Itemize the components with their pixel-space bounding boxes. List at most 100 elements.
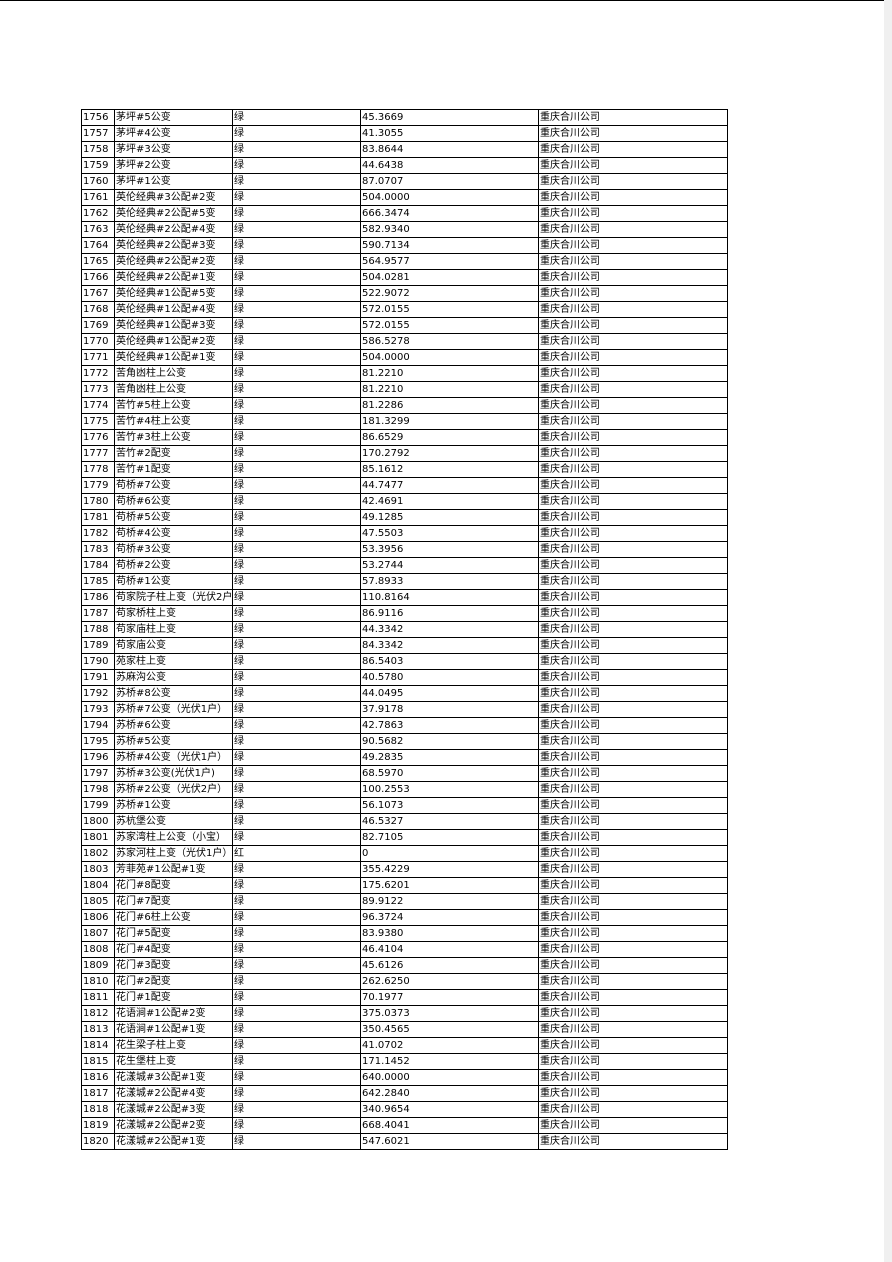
row-number: 1803 xyxy=(81,861,115,878)
station-name: 英伦经典#1公配#3变 xyxy=(114,317,233,334)
company: 重庆合川公司 xyxy=(538,253,728,270)
table-row: 1784 苟桥#2公变绿 53.2744 重庆合川公司 xyxy=(81,557,728,574)
company: 重庆合川公司 xyxy=(538,749,728,766)
station-name: 花漾城#2公配#4变 xyxy=(114,1085,233,1102)
table-row: 1817 花漾城#2公配#4变绿 642.2840 重庆合川公司 xyxy=(81,1085,728,1102)
station-name: 茅坪#1公变 xyxy=(114,173,233,190)
table-row: 1770 英伦经典#1公配#2变绿 586.5278 重庆合川公司 xyxy=(81,333,728,350)
company: 重庆合川公司 xyxy=(538,237,728,254)
company: 重庆合川公司 xyxy=(538,701,728,718)
row-number: 1761 xyxy=(81,189,115,206)
company: 重庆合川公司 xyxy=(538,781,728,798)
station-name: 苏桥#7公变（光伏1户） xyxy=(114,701,233,718)
row-number: 1770 xyxy=(81,333,115,350)
company: 重庆合川公司 xyxy=(538,1085,728,1102)
load-value: 86.9116 xyxy=(360,605,539,622)
station-name: 花漾城#2公配#1变 xyxy=(114,1133,233,1150)
company: 重庆合川公司 xyxy=(538,733,728,750)
company: 重庆合川公司 xyxy=(538,365,728,382)
row-number: 1805 xyxy=(81,893,115,910)
station-name: 花门#3配变 xyxy=(114,957,233,974)
station-name: 苏杭堡公变 xyxy=(114,813,233,830)
row-number: 1777 xyxy=(81,445,115,462)
table-row: 1809 花门#3配变绿 45.6126 重庆合川公司 xyxy=(81,957,728,974)
station-name: 苏桥#3公变(光伏1户) xyxy=(114,765,233,782)
company: 重庆合川公司 xyxy=(538,493,728,510)
load-value: 96.3724 xyxy=(360,909,539,926)
table-row: 1760 茅坪#1公变绿 87.0707 重庆合川公司 xyxy=(81,173,728,190)
row-number: 1781 xyxy=(81,509,115,526)
company: 重庆合川公司 xyxy=(538,221,728,238)
company: 重庆合川公司 xyxy=(538,589,728,606)
status: 绿 xyxy=(232,765,361,782)
status: 绿 xyxy=(232,125,361,142)
company: 重庆合川公司 xyxy=(538,157,728,174)
status: 绿 xyxy=(232,941,361,958)
table-row: 1764 英伦经典#2公配#3变绿 590.7134 重庆合川公司 xyxy=(81,237,728,254)
table-row: 1793 苏桥#7公变（光伏1户）绿 37.9178 重庆合川公司 xyxy=(81,701,728,718)
company: 重庆合川公司 xyxy=(538,445,728,462)
station-name: 苦角凼柱上公变 xyxy=(114,381,233,398)
load-value: 44.6438 xyxy=(360,157,539,174)
company: 重庆合川公司 xyxy=(538,797,728,814)
station-name: 苟桥#4公变 xyxy=(114,525,233,542)
table-row: 1813 花语涧#1公配#1变绿 350.4565 重庆合川公司 xyxy=(81,1021,728,1038)
load-value: 70.1977 xyxy=(360,989,539,1006)
status: 绿 xyxy=(232,189,361,206)
row-number: 1793 xyxy=(81,701,115,718)
company: 重庆合川公司 xyxy=(538,605,728,622)
table-row: 1799 苏桥#1公变绿 56.1073 重庆合川公司 xyxy=(81,797,728,814)
load-value: 44.3342 xyxy=(360,621,539,638)
table-row: 1806 花门#6柱上公变绿 96.3724 重庆合川公司 xyxy=(81,909,728,926)
company: 重庆合川公司 xyxy=(538,173,728,190)
station-name: 苦角凼柱上公变 xyxy=(114,365,233,382)
status: 绿 xyxy=(232,541,361,558)
company: 重庆合川公司 xyxy=(538,525,728,542)
status: 绿 xyxy=(232,877,361,894)
table-row: 1757 茅坪#4公变绿 41.3055 重庆合川公司 xyxy=(81,125,728,142)
row-number: 1812 xyxy=(81,1005,115,1022)
row-number: 1764 xyxy=(81,237,115,254)
status: 绿 xyxy=(232,1133,361,1150)
row-number: 1760 xyxy=(81,173,115,190)
status: 绿 xyxy=(232,653,361,670)
table-row: 1820 花漾城#2公配#1变绿 547.6021 重庆合川公司 xyxy=(81,1133,728,1150)
row-number: 1785 xyxy=(81,573,115,590)
company: 重庆合川公司 xyxy=(538,1021,728,1038)
company: 重庆合川公司 xyxy=(538,925,728,942)
load-value: 46.5327 xyxy=(360,813,539,830)
company: 重庆合川公司 xyxy=(538,845,728,862)
row-number: 1802 xyxy=(81,845,115,862)
station-name: 茅坪#5公变 xyxy=(114,109,233,126)
station-name: 苦竹#1配变 xyxy=(114,461,233,478)
row-number: 1817 xyxy=(81,1085,115,1102)
status: 绿 xyxy=(232,493,361,510)
row-number: 1797 xyxy=(81,765,115,782)
status: 绿 xyxy=(232,701,361,718)
station-name: 苏桥#6公变 xyxy=(114,717,233,734)
station-name: 芳菲苑#1公配#1变 xyxy=(114,861,233,878)
load-value: 350.4565 xyxy=(360,1021,539,1038)
station-name: 英伦经典#2公配#4变 xyxy=(114,221,233,238)
table-row: 1789 苟家庙公变绿 84.3342 重庆合川公司 xyxy=(81,637,728,654)
row-number: 1789 xyxy=(81,637,115,654)
company: 重庆合川公司 xyxy=(538,1069,728,1086)
row-number: 1773 xyxy=(81,381,115,398)
table-row: 1794 苏桥#6公变绿 42.7863 重庆合川公司 xyxy=(81,717,728,734)
row-number: 1786 xyxy=(81,589,115,606)
status: 绿 xyxy=(232,621,361,638)
station-name: 苟桥#1公变 xyxy=(114,573,233,590)
load-value: 83.9380 xyxy=(360,925,539,942)
row-number: 1758 xyxy=(81,141,115,158)
status: 绿 xyxy=(232,605,361,622)
load-value: 49.2835 xyxy=(360,749,539,766)
table-row: 1783 苟桥#3公变绿 53.3956 重庆合川公司 xyxy=(81,541,728,558)
status: 绿 xyxy=(232,509,361,526)
company: 重庆合川公司 xyxy=(538,669,728,686)
table-row: 1763 英伦经典#2公配#4变绿 582.9340 重庆合川公司 xyxy=(81,221,728,238)
load-value: 590.7134 xyxy=(360,237,539,254)
status: 绿 xyxy=(232,669,361,686)
station-name: 花生堡柱上变 xyxy=(114,1053,233,1070)
row-number: 1800 xyxy=(81,813,115,830)
status: 绿 xyxy=(232,909,361,926)
